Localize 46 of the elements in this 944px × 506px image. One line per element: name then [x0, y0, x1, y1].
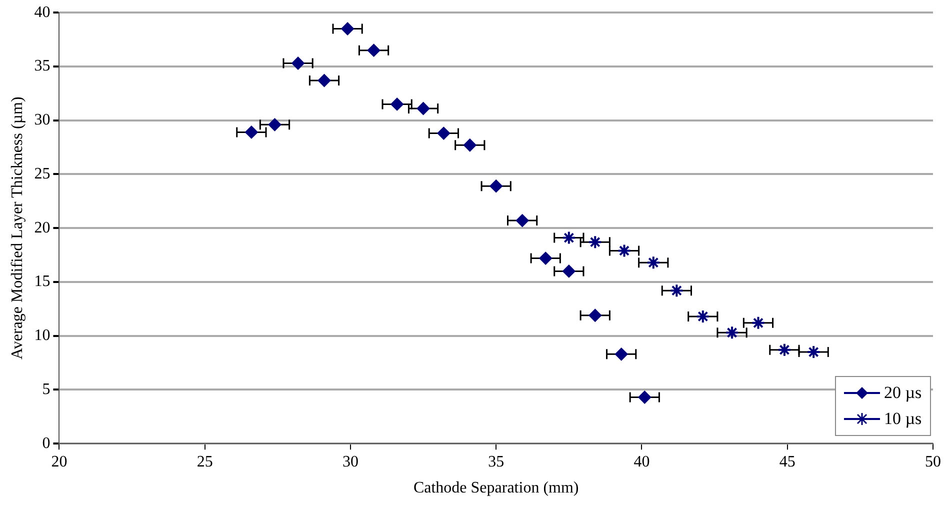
y-tick-label: 0: [42, 434, 50, 452]
point: [670, 284, 684, 298]
point: [490, 180, 503, 193]
legend-label: 20 µs: [884, 382, 922, 404]
point: [463, 138, 476, 152]
point: [614, 348, 628, 361]
point: [516, 214, 529, 228]
point: [437, 126, 450, 140]
y-tick-label: 30: [34, 112, 50, 129]
point: [539, 252, 552, 265]
x-tick-label: 45: [779, 453, 796, 470]
x-axis-title: Cathode Separation (mm): [413, 480, 579, 497]
x-tick-label: 25: [196, 453, 213, 470]
y-tick-label: 10: [34, 327, 50, 344]
point: [416, 102, 430, 115]
y-tick-label: 15: [34, 273, 50, 290]
point: [318, 74, 331, 87]
point: [646, 256, 660, 270]
y-axis-title: Average Modified Layer Thickness (µm): [8, 96, 26, 360]
point: [244, 126, 258, 139]
point: [268, 118, 282, 132]
point: [696, 309, 710, 324]
point: [751, 316, 766, 330]
point: [588, 235, 602, 250]
point: [777, 342, 792, 357]
legend-label: 10 µs: [884, 408, 922, 430]
x-tick-label: 50: [925, 453, 941, 470]
point: [617, 244, 632, 258]
y-tick-label: 25: [34, 165, 50, 182]
point: [562, 264, 576, 278]
y-tick-label: 5: [42, 380, 50, 398]
x-tick-label: 40: [634, 453, 650, 470]
y-tick-label: 20: [34, 219, 50, 236]
point: [341, 22, 354, 36]
point: [588, 308, 602, 322]
point: [806, 345, 821, 360]
point: [390, 98, 404, 111]
y-tick-label: 40: [34, 4, 50, 21]
x-tick-label: 30: [342, 453, 358, 470]
point: [725, 326, 740, 340]
point: [367, 44, 380, 57]
point: [292, 56, 305, 70]
point: [562, 230, 576, 245]
y-tick-label: 35: [34, 58, 50, 75]
point: [638, 390, 652, 404]
x-tick-label: 35: [488, 453, 504, 470]
